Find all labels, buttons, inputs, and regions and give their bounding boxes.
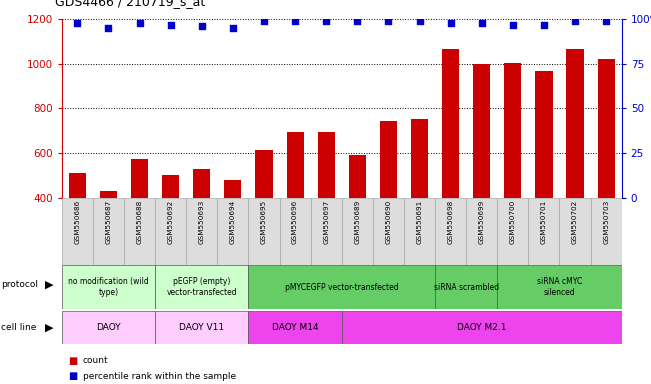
Bar [342,311,622,344]
Bar [342,198,373,265]
Text: GSM550700: GSM550700 [510,200,516,244]
Bar [131,159,148,287]
Text: GDS4466 / 210719_s_at: GDS4466 / 210719_s_at [55,0,206,8]
Text: GSM550699: GSM550699 [478,200,485,244]
Text: ▶: ▶ [44,322,53,333]
Text: DAOY M14: DAOY M14 [272,323,318,332]
Bar [100,191,117,287]
Text: count: count [83,356,108,366]
Text: no modification (wild
type): no modification (wild type) [68,277,149,297]
Bar [124,198,155,265]
Text: ▶: ▶ [44,280,53,290]
Bar [380,121,397,287]
Text: cell line: cell line [1,323,36,332]
Bar [404,198,435,265]
Bar [62,311,155,344]
Point [445,20,456,26]
Text: GSM550702: GSM550702 [572,200,578,244]
Bar [473,64,490,287]
Bar [255,150,273,287]
Text: siRNA cMYC
silenced: siRNA cMYC silenced [537,277,582,297]
Point [539,22,549,28]
Bar [598,60,615,287]
Bar [535,71,553,287]
Point [72,20,83,26]
Bar [93,198,124,265]
Bar [529,198,559,265]
Bar [162,175,179,287]
Point [321,18,331,24]
Point [352,18,363,24]
Text: ■: ■ [68,371,77,381]
Point [601,18,611,24]
Text: GSM550698: GSM550698 [448,200,454,244]
Point [165,22,176,28]
Bar [442,49,459,287]
Bar [249,198,279,265]
Point [508,22,518,28]
Text: GSM550692: GSM550692 [168,200,174,244]
Bar [566,49,583,287]
Text: GSM550694: GSM550694 [230,200,236,244]
Point [570,18,580,24]
Bar [505,63,521,287]
Text: GSM550689: GSM550689 [354,200,360,244]
Point [383,18,394,24]
Bar [217,198,249,265]
Bar [62,265,155,309]
Point [197,23,207,30]
Bar [249,311,342,344]
Text: GSM550696: GSM550696 [292,200,298,244]
Point [477,20,487,26]
Point [414,18,424,24]
Bar [279,198,311,265]
Text: GSM550688: GSM550688 [137,200,143,244]
Text: ■: ■ [68,356,77,366]
Bar [497,265,622,309]
Text: GSM550701: GSM550701 [541,200,547,244]
Bar [497,198,529,265]
Text: GSM550703: GSM550703 [603,200,609,244]
Bar [435,198,466,265]
Text: DAOY: DAOY [96,323,121,332]
Bar [318,132,335,287]
Bar [193,169,210,287]
Text: GSM550686: GSM550686 [74,200,80,244]
Text: GSM550691: GSM550691 [417,200,422,244]
Bar [373,198,404,265]
Text: GSM550687: GSM550687 [105,200,111,244]
Point [228,25,238,31]
Bar [349,156,366,287]
Bar [225,180,242,287]
Bar [69,173,86,287]
Bar [590,198,622,265]
Point [290,18,300,24]
Bar [186,198,217,265]
Text: siRNA scrambled: siRNA scrambled [434,283,499,291]
Text: DAOY M2.1: DAOY M2.1 [457,323,506,332]
Text: GSM550697: GSM550697 [324,200,329,244]
Bar [155,198,186,265]
Bar [155,265,249,309]
Bar [249,265,435,309]
Bar [559,198,590,265]
Bar [286,132,303,287]
Text: DAOY V11: DAOY V11 [179,323,225,332]
Bar [466,198,497,265]
Text: protocol: protocol [1,280,38,289]
Bar [62,198,93,265]
Bar [435,265,497,309]
Text: GSM550693: GSM550693 [199,200,205,244]
Text: GSM550690: GSM550690 [385,200,391,244]
Text: GSM550695: GSM550695 [261,200,267,244]
Point [259,18,270,24]
Text: pMYCEGFP vector-transfected: pMYCEGFP vector-transfected [285,283,398,291]
Bar [311,198,342,265]
Point [134,20,145,26]
Bar [411,119,428,287]
Text: percentile rank within the sample: percentile rank within the sample [83,372,236,381]
Bar [155,311,249,344]
Text: pEGFP (empty)
vector-transfected: pEGFP (empty) vector-transfected [167,277,237,297]
Point [104,25,114,31]
